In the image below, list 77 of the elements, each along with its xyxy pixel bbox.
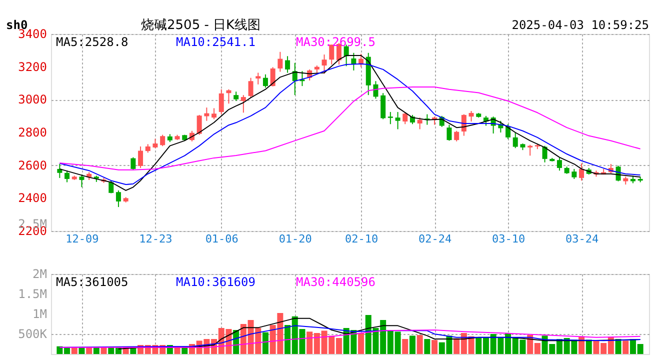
candlestick (79, 174, 84, 188)
candlestick (542, 145, 548, 163)
candlestick (380, 92, 386, 120)
candlestick (506, 124, 511, 140)
candlestick (262, 74, 268, 88)
candlestick (512, 132, 518, 149)
y-tick-label: 500K (18, 327, 48, 341)
candlestick (152, 138, 158, 149)
x-tick-label: 03-10 (492, 232, 526, 246)
candlestick (388, 111, 393, 125)
x-tick-label: 01-06 (205, 232, 238, 246)
candlestick (160, 134, 166, 147)
candlestick (196, 114, 202, 136)
candlestick (579, 162, 584, 182)
bar (402, 339, 408, 354)
candlestick (454, 130, 460, 142)
y-tick-label: 2600 (18, 158, 47, 172)
bar (432, 340, 438, 354)
candlestick (468, 110, 474, 122)
candlestick (256, 72, 261, 85)
bar (71, 347, 78, 354)
y-tick-label: 2400 (18, 191, 47, 206)
candlestick (446, 124, 452, 142)
bar (86, 347, 92, 354)
x-tick-label: 12-09 (66, 232, 99, 246)
y-tick-label: 3200 (18, 60, 47, 74)
text: MA30:2699.5 (296, 35, 376, 49)
text: MA10:2541.1 (176, 35, 256, 49)
bar (93, 347, 100, 354)
line-series (59, 330, 641, 348)
text: MA5:361005 (56, 275, 128, 289)
candlestick (240, 94, 246, 114)
x-tick-label: 03-24 (565, 232, 599, 246)
bar (424, 339, 430, 354)
y-tick-label: 2800 (18, 126, 47, 140)
x-tick-label: 02-24 (418, 232, 452, 246)
candlestick (278, 51, 283, 72)
candlestick (116, 190, 121, 208)
bar (358, 333, 364, 354)
x-tick-label: 01-20 (278, 232, 312, 246)
y-tick-label: 1M (32, 307, 47, 321)
bar (586, 340, 592, 354)
bar (409, 336, 416, 354)
bar (622, 340, 629, 354)
candlestick (218, 88, 224, 115)
bar (78, 347, 85, 354)
bar (262, 332, 268, 354)
candlestick (402, 112, 408, 125)
text: MA30:440596 (296, 275, 376, 289)
text: MA10:361609 (176, 275, 256, 289)
candlestick (322, 54, 327, 74)
candlestick (270, 66, 276, 87)
candlestick (395, 111, 400, 130)
line-series (59, 86, 641, 170)
candlestick (417, 117, 422, 130)
candlestick (57, 164, 62, 178)
x-tick-label: 12-23 (139, 232, 172, 246)
y-tick-label: 3000 (18, 92, 47, 107)
candlestick (108, 180, 114, 194)
bar (416, 335, 423, 354)
candlestick (285, 56, 290, 74)
text: 2025-04-03 10:59:25 (512, 18, 649, 32)
candlestick (248, 77, 254, 98)
candlestick (64, 170, 70, 183)
candlestick (556, 157, 562, 172)
x-tick-label: 02-10 (344, 232, 378, 246)
candlestick (138, 146, 144, 168)
chart-title: 烧碱2505 - 日K线图 (141, 18, 261, 33)
text: MA5:2528.8 (56, 35, 128, 49)
candlestick (528, 144, 533, 156)
y-tick-label: 2M (32, 267, 47, 281)
candlestick (212, 108, 217, 120)
candlestick (234, 91, 239, 102)
y-tick-label: 1.5M (18, 287, 47, 301)
candlestick (130, 156, 136, 170)
candlestick (572, 168, 577, 180)
bar (615, 339, 622, 354)
